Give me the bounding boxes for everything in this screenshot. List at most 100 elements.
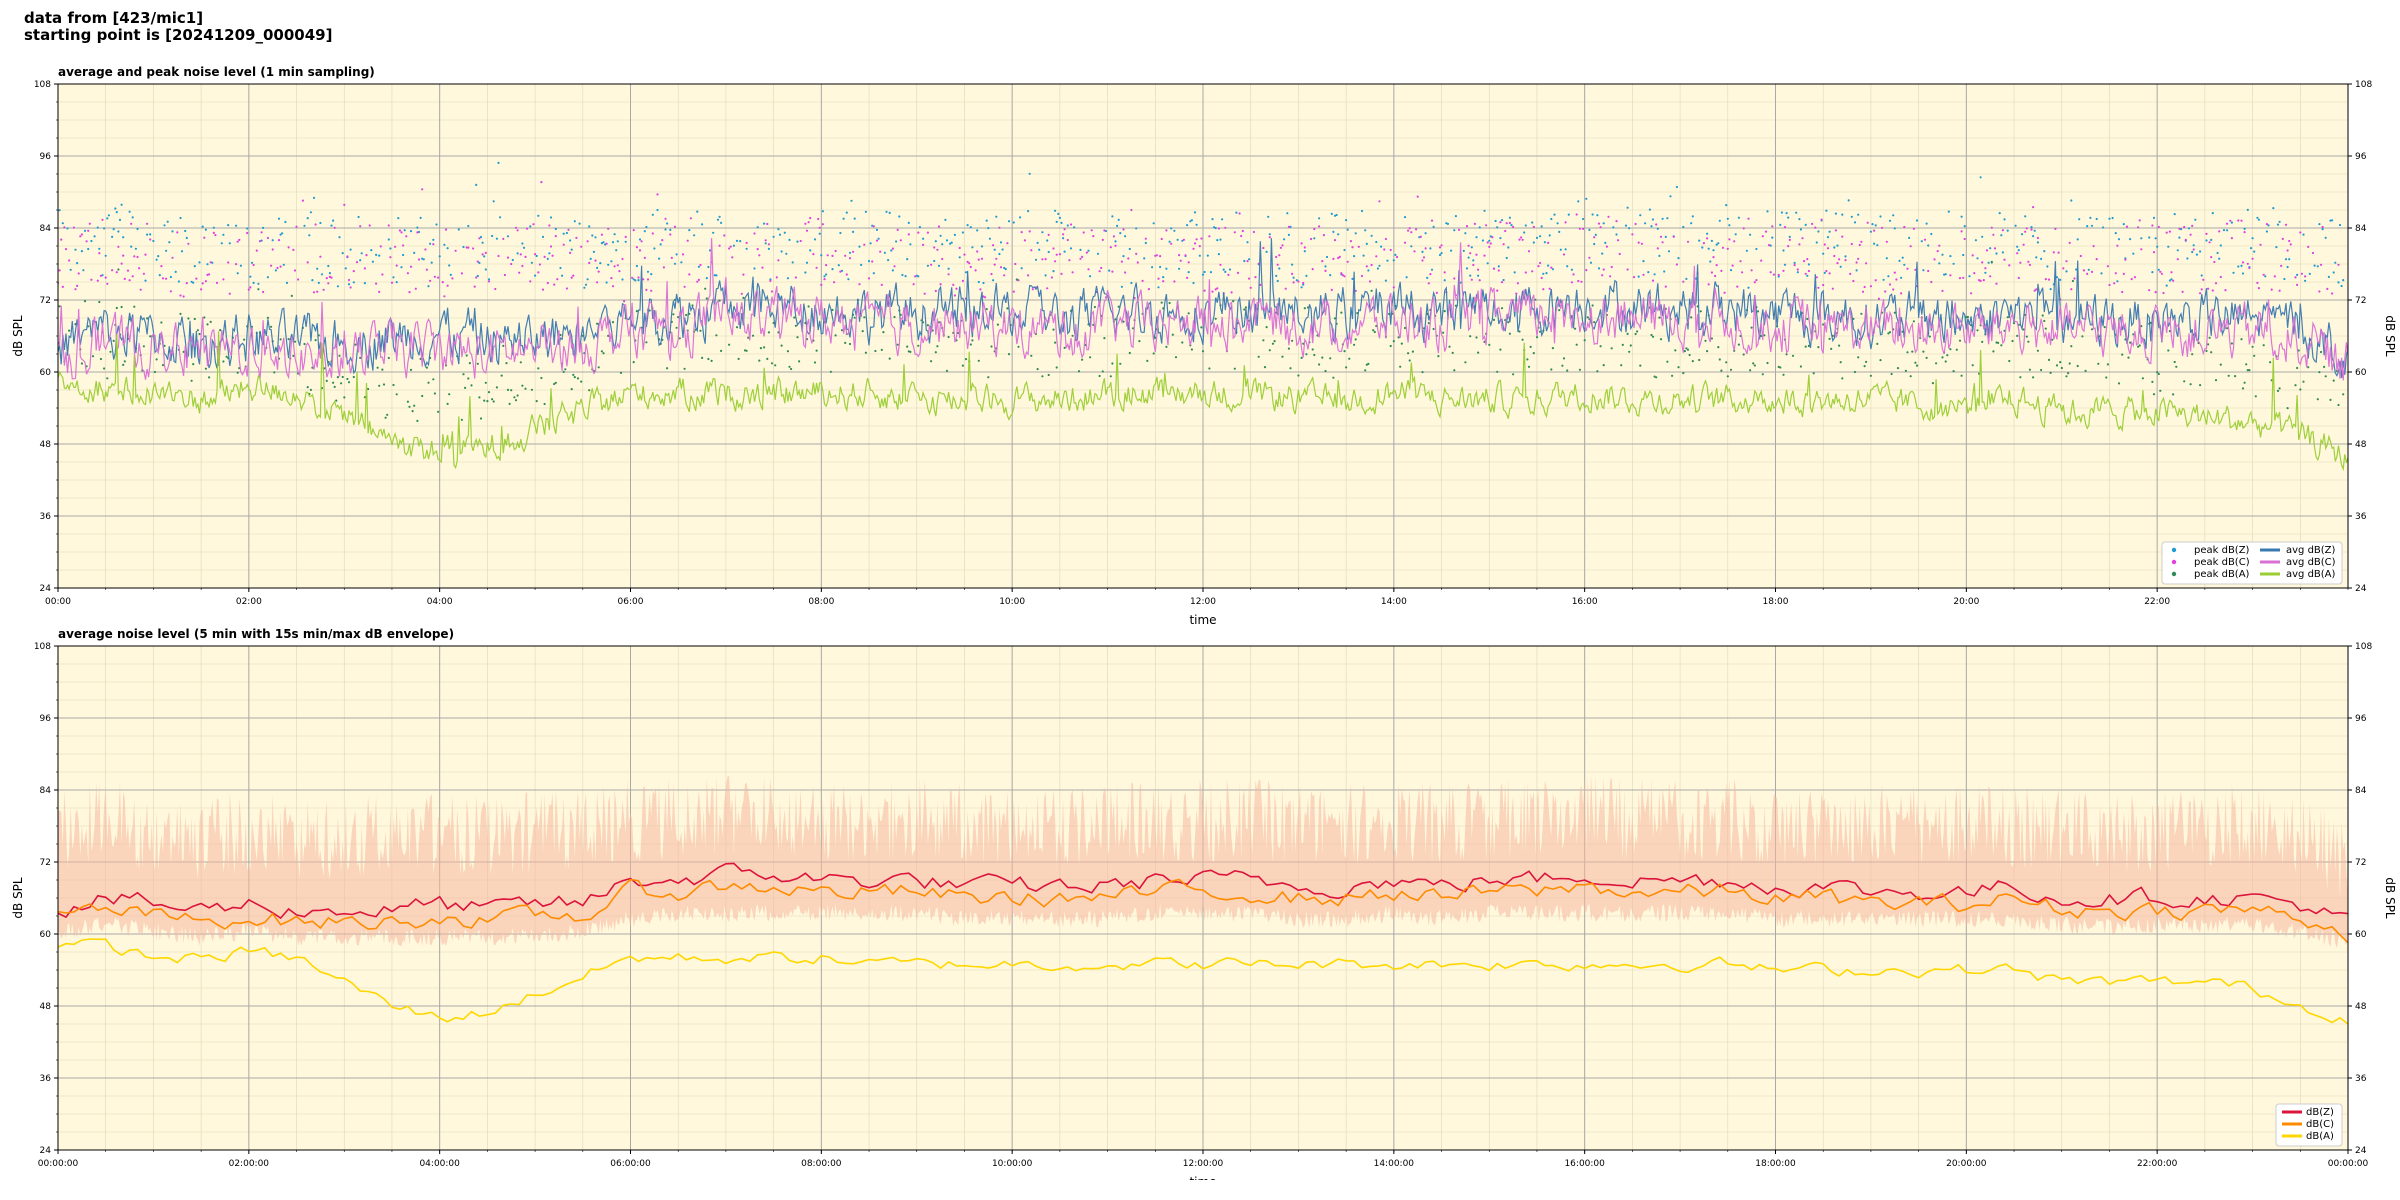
peak-point (1529, 345, 1532, 348)
peak-point (1766, 361, 1769, 365)
peak-point (475, 276, 478, 279)
peak-point (588, 389, 591, 392)
peak-point (1337, 256, 1340, 260)
peak-point (1523, 231, 1526, 234)
peak-point (1714, 274, 1717, 278)
peak-point (408, 291, 411, 294)
peak-point (1052, 328, 1055, 331)
peak-point (1502, 243, 1505, 246)
peak-point (1187, 312, 1190, 315)
peak-point (602, 241, 605, 244)
peak-point (83, 300, 87, 303)
peak-point (395, 264, 398, 267)
peak-point (2265, 230, 2268, 233)
peak-point (2014, 224, 2017, 227)
peak-point (1850, 242, 1853, 246)
peak-point (311, 279, 314, 282)
peak-point (1351, 277, 1354, 280)
peak-point (728, 343, 731, 346)
peak-point (1542, 272, 1545, 275)
peak-point (715, 274, 718, 277)
peak-point (1545, 272, 1548, 275)
peak-point (926, 264, 930, 267)
peak-point (1979, 176, 1982, 179)
peak-point (467, 224, 470, 228)
peak-point (309, 211, 312, 214)
peak-point (2207, 343, 2210, 346)
peak-point (922, 237, 925, 240)
peak-point (969, 226, 972, 229)
peak-point (204, 228, 207, 231)
peak-point (1741, 271, 1744, 274)
peak-point (270, 264, 273, 267)
peak-point (2248, 369, 2251, 372)
peak-point (2205, 232, 2208, 235)
peak-point (465, 246, 468, 249)
peak-point (1981, 261, 1984, 264)
peak-point (1952, 262, 1955, 265)
peak-point (1920, 240, 1923, 243)
peak-point (347, 283, 351, 286)
peak-point (483, 255, 486, 258)
y-tick-label: 24 (40, 1146, 52, 1156)
peak-point (1796, 268, 1799, 271)
peak-point (820, 283, 823, 286)
peak-point (2160, 272, 2163, 275)
peak-point (1873, 242, 1876, 245)
peak-point (1566, 265, 1569, 268)
legend-label: avg dB(Z) (2286, 545, 2336, 556)
peak-point (284, 220, 287, 224)
peak-point (1588, 228, 1591, 231)
peak-point (944, 218, 947, 221)
peak-point (1424, 247, 1427, 250)
peak-point (807, 221, 810, 224)
peak-point (998, 252, 1001, 256)
peak-point (120, 262, 123, 265)
peak-point (1370, 234, 1373, 237)
peak-point (1330, 288, 1333, 291)
peak-point (697, 278, 701, 281)
peak-point (1828, 337, 1831, 340)
peak-point (258, 240, 262, 243)
peak-point (1378, 264, 1381, 267)
peak-point (2043, 319, 2046, 323)
peak-point (683, 285, 686, 288)
peak-point (785, 252, 788, 255)
peak-point (389, 247, 392, 250)
peak-point (995, 257, 998, 260)
peak-point (437, 410, 440, 413)
peak-point (1195, 223, 1198, 226)
peak-point (2210, 238, 2213, 241)
peak-point (2059, 361, 2062, 364)
y-tick-label: 72 (40, 858, 51, 868)
peak-point (1651, 218, 1655, 221)
peak-point (1597, 267, 1601, 270)
peak-point (149, 233, 152, 236)
peak-point (2191, 250, 2194, 254)
peak-point (2243, 231, 2246, 234)
peak-point (1637, 275, 1640, 278)
peak-point (378, 290, 381, 293)
peak-point (1989, 247, 1992, 250)
peak-point (107, 214, 110, 217)
peak-point (1558, 230, 1561, 233)
peak-point (774, 364, 777, 367)
peak-point (2191, 353, 2194, 356)
peak-point (964, 358, 968, 361)
peak-point (2251, 237, 2254, 240)
x-tick-label: 00:00:00 (38, 1159, 79, 1169)
peak-point (277, 239, 281, 242)
peak-point (554, 381, 557, 384)
peak-point (2162, 291, 2165, 295)
peak-point (793, 316, 796, 319)
peak-point (1815, 241, 1818, 244)
peak-point (2062, 267, 2065, 270)
peak-point (2192, 248, 2195, 251)
peak-point (285, 281, 289, 284)
peak-point (316, 267, 319, 270)
peak-point (1437, 355, 1440, 358)
peak-point (739, 240, 742, 243)
peak-point (1360, 274, 1364, 278)
peak-point (1248, 277, 1251, 280)
peak-point (1733, 240, 1736, 243)
